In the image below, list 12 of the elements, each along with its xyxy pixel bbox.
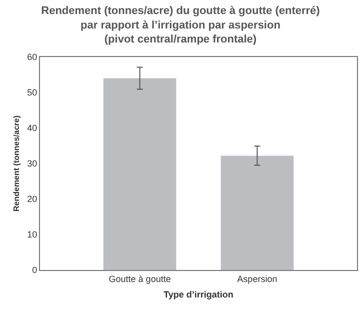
y-tick-label: 40	[27, 123, 38, 134]
y-tick-label: 20	[27, 194, 38, 204]
x-tick-label: Aspersion	[237, 274, 278, 284]
x-tick-label: Goutte à goutte	[108, 274, 171, 284]
y-tick-label: 60	[27, 52, 38, 62]
y-tick-label: 50	[27, 88, 38, 98]
x-axis-title: Type d’irrigation	[164, 290, 234, 300]
y-tick-label: 30	[27, 158, 38, 169]
y-tick-label: 0	[32, 265, 38, 276]
y-tick-label: 10	[27, 230, 38, 240]
y-axis-title: Rendement (tonnes/acre)	[12, 115, 21, 212]
chart-title: Rendement (tonnes/acre) du goutte à goutte (enterré) par rapport à l’irrigation par aspersion (pivot central/rampe frontale)	[41, 5, 320, 46]
